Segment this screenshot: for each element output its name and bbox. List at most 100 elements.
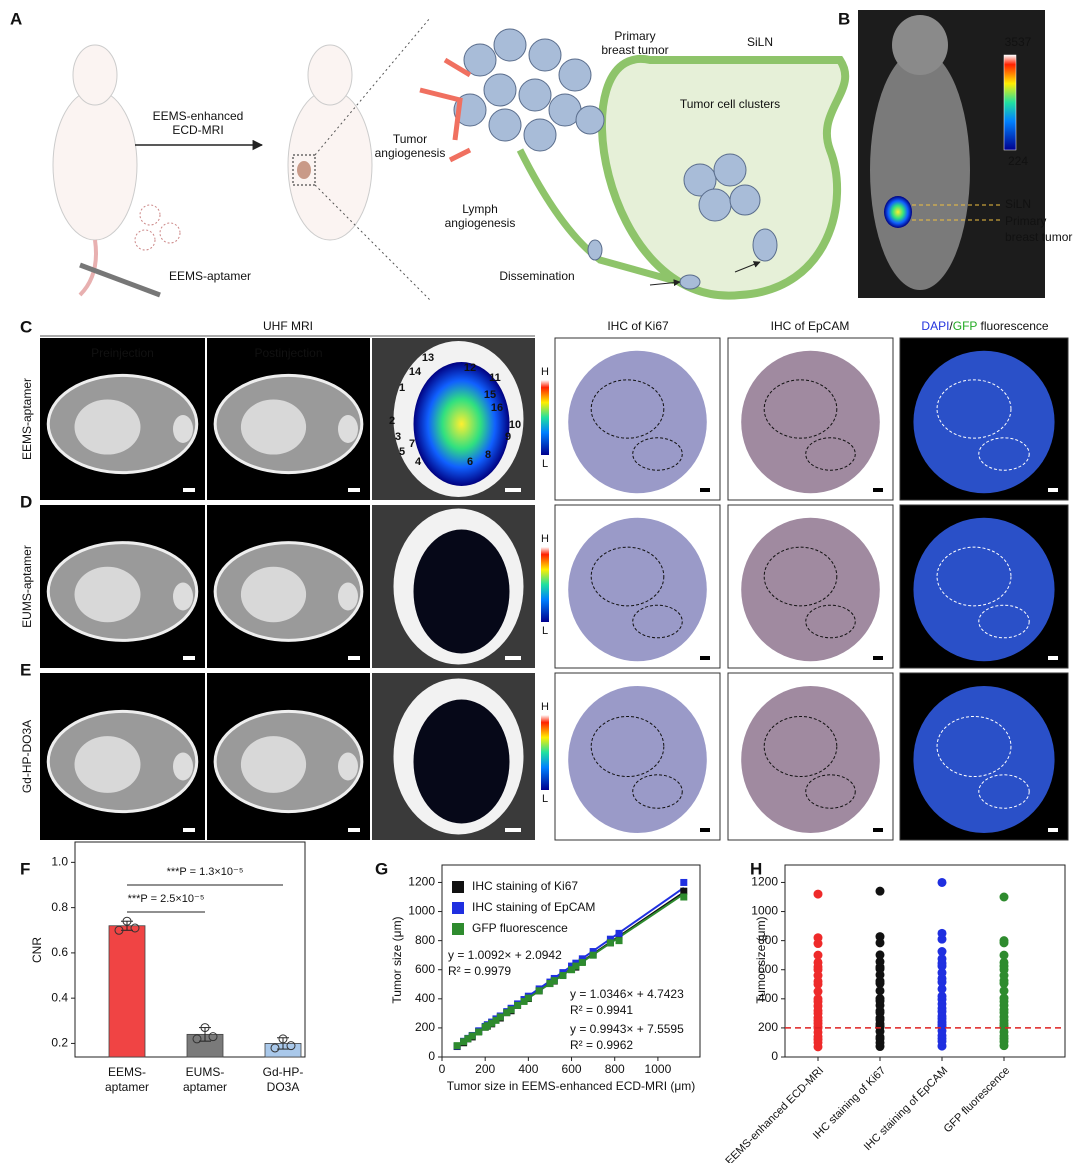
- point: [937, 968, 947, 978]
- region-label: 4: [415, 456, 422, 468]
- mri-organ: [240, 566, 307, 623]
- title-part: /: [949, 319, 953, 333]
- y-tick-label: 1.0: [51, 855, 68, 869]
- point: [937, 984, 947, 994]
- scale-bar: [505, 656, 521, 660]
- label: angiogenesis: [445, 216, 516, 230]
- scale-bar: [348, 656, 360, 660]
- label: breast tumor: [1005, 230, 1072, 244]
- replicate-point: [270, 1043, 280, 1053]
- label: SiLN: [1005, 197, 1031, 211]
- legend-swatch: [452, 923, 464, 935]
- panel-letter: A: [10, 9, 22, 28]
- color-scale: [541, 380, 549, 455]
- label-line: DO3A: [267, 1080, 300, 1094]
- x-tick-label: 400: [518, 1062, 538, 1076]
- point: [464, 1035, 472, 1043]
- point: [937, 947, 947, 957]
- label: Dissemination: [499, 269, 574, 283]
- x-tick-label: 800: [605, 1062, 625, 1076]
- scale-bar: [348, 488, 360, 492]
- label: H: [541, 701, 549, 713]
- point: [559, 972, 567, 980]
- point: [937, 954, 947, 964]
- region-outline: [805, 437, 856, 471]
- point: [875, 986, 885, 996]
- tissue: [741, 686, 880, 833]
- label-line: EEMS-: [108, 1065, 146, 1079]
- tissue: [568, 350, 707, 494]
- label: Primary: [1005, 214, 1046, 228]
- label: EEMS-enhanced: [153, 109, 244, 123]
- panel-letter: G: [375, 859, 388, 878]
- region-outline: [805, 604, 856, 639]
- point: [503, 1009, 511, 1017]
- replicate-point: [286, 1041, 296, 1051]
- panel-a-art: [52, 17, 850, 301]
- point: [492, 1016, 500, 1024]
- scale-bar: [700, 656, 710, 660]
- label: 3537: [1005, 35, 1032, 49]
- scale-bar: [183, 488, 195, 492]
- point: [568, 966, 576, 974]
- axis-label: Tumor size in EEMS-enhanced ECD-MRI (μm): [447, 1079, 696, 1093]
- tissue: [741, 517, 880, 662]
- point: [475, 1028, 483, 1036]
- label: breast tumor: [601, 43, 668, 57]
- scale-bar: [505, 488, 521, 492]
- region-outline: [978, 604, 1030, 639]
- point: [875, 976, 885, 986]
- mri-node: [173, 752, 193, 781]
- x-tick-label: GFP fluorescence: [942, 1065, 1013, 1136]
- scale-bar: [348, 828, 360, 832]
- label: UHF MRI: [263, 319, 313, 333]
- p-value: ***P = 2.5×10⁻⁵: [128, 893, 205, 905]
- panel-letter: C: [20, 317, 32, 336]
- y-tick-label: 600: [758, 962, 778, 976]
- x-tick-label: EEMS-aptamer: [105, 1065, 149, 1094]
- mri-organ: [74, 566, 141, 623]
- point: [578, 958, 586, 966]
- label: ECD-MRI: [172, 123, 223, 137]
- tissue: [741, 350, 880, 494]
- region-outline: [632, 437, 683, 471]
- region-outline: [590, 546, 665, 607]
- region-outline: [936, 379, 1012, 439]
- region-label: 8: [485, 449, 491, 461]
- label-line: Gd-HP-: [263, 1065, 304, 1079]
- point: [578, 955, 586, 963]
- point: [550, 977, 558, 985]
- scale-bar: [700, 488, 710, 492]
- panel-letter: F: [20, 859, 30, 878]
- y-tick-label: 1000: [751, 904, 778, 918]
- mri-organ: [74, 399, 141, 455]
- region-label: 3: [395, 431, 401, 443]
- color-scale: [541, 547, 549, 622]
- region-label: 11: [489, 372, 501, 384]
- y-tick-label: 200: [758, 1020, 778, 1034]
- region-outline: [632, 604, 683, 639]
- label: EEMS-aptamer: [20, 378, 34, 460]
- scale-bar: [183, 656, 195, 660]
- bar: [108, 925, 146, 1058]
- point: [572, 962, 580, 970]
- region-outline: [590, 379, 665, 439]
- replicate-point: [192, 1034, 202, 1044]
- label: H: [541, 366, 549, 378]
- region-outline: [763, 715, 838, 778]
- fit-equation: y = 1.0092× + 2.0942: [448, 948, 562, 962]
- point: [468, 1032, 476, 1040]
- region-outline: [805, 774, 856, 809]
- label: L: [542, 793, 548, 805]
- mri-organ: [240, 736, 307, 793]
- y-tick-label: 0.8: [51, 900, 68, 914]
- label: Primary: [614, 29, 655, 43]
- scale-bar: [1048, 656, 1058, 660]
- point: [999, 986, 1009, 996]
- replicate-point: [208, 1032, 218, 1042]
- replicate-point: [200, 1023, 210, 1033]
- point: [813, 933, 823, 943]
- axis-label: CNR: [30, 937, 44, 963]
- x-tick-label: 1000: [645, 1062, 672, 1076]
